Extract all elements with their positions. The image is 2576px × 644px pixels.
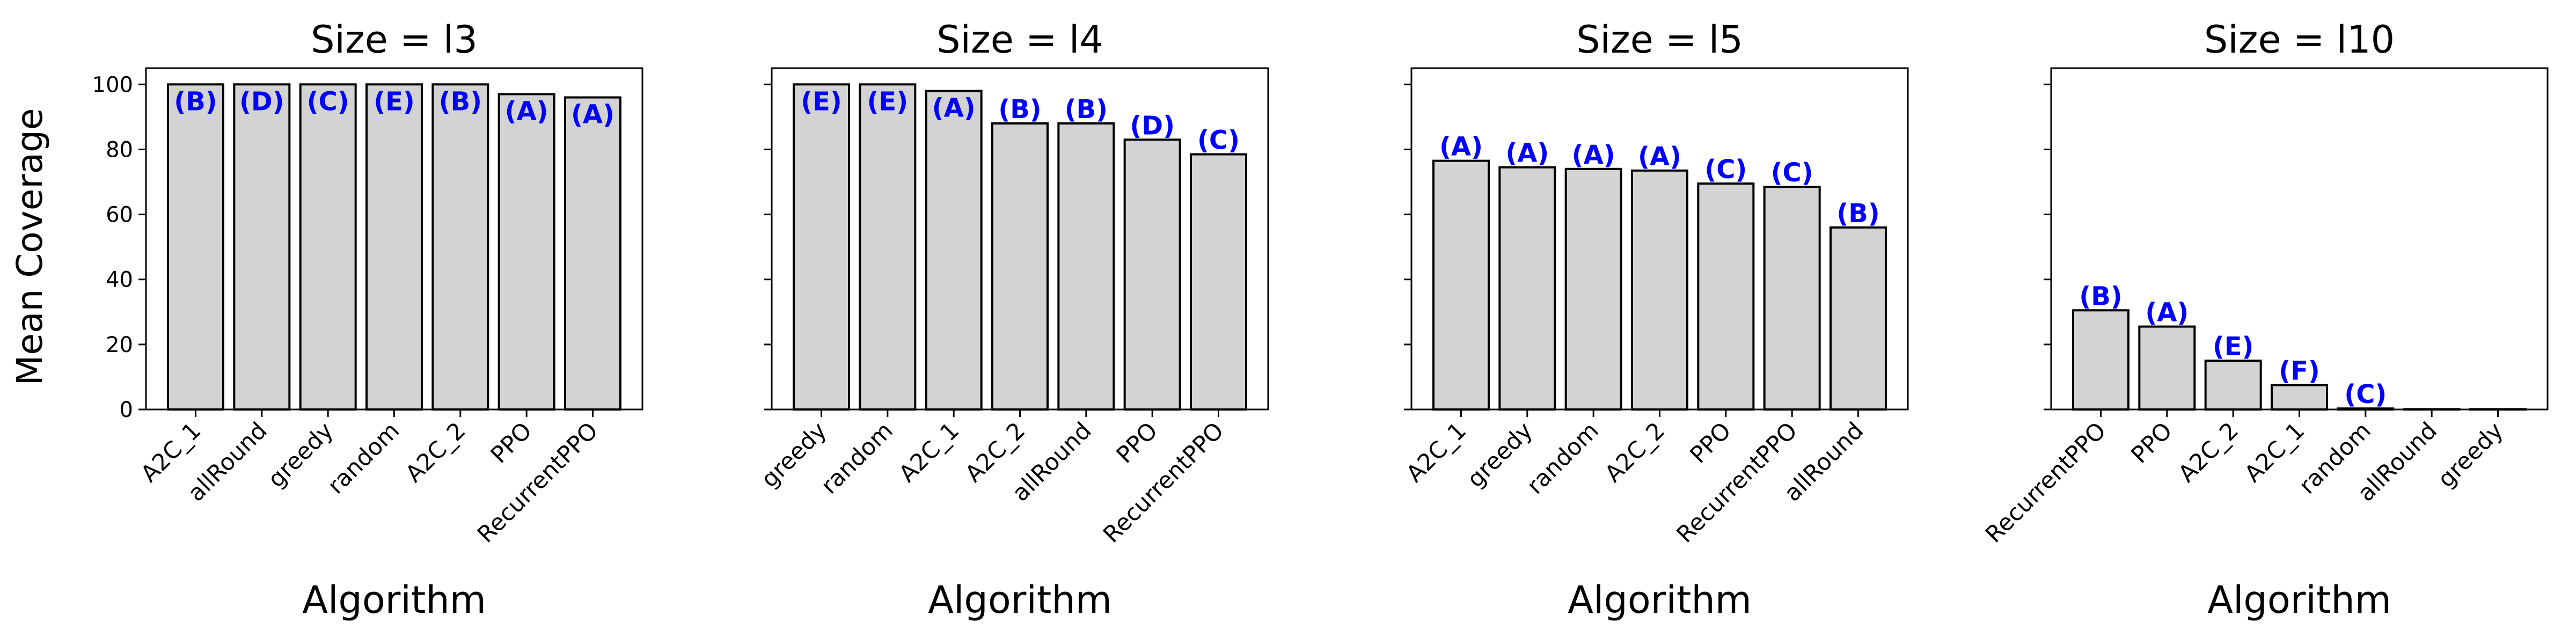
x-tick-label: RecurrentPPO (1672, 417, 1803, 548)
bar (497, 93, 555, 411)
significance-letter: (B) (439, 86, 482, 116)
bar (1190, 153, 1247, 411)
significance-letter: (F) (2279, 356, 2320, 386)
y-tick-label: 40 (106, 268, 133, 292)
x-tick-label: random (323, 417, 405, 499)
significance-letter: (C) (1771, 158, 1813, 188)
bar (365, 83, 423, 411)
x-tick-label: A2C_2 (2174, 417, 2244, 487)
bar (2271, 384, 2328, 411)
x-axis-label: Algorithm (2207, 578, 2391, 622)
significance-letter: (B) (2079, 281, 2122, 311)
y-tick-label: 0 (120, 398, 133, 422)
significance-letter: (B) (1065, 94, 1108, 125)
significance-letter: (C) (307, 86, 349, 116)
x-tick-label: RecurrentPPO (1980, 417, 2111, 548)
y-tick-label: 100 (92, 72, 133, 97)
x-tick-label: A2C_2 (1600, 417, 1670, 487)
x-tick-label: A2C_1 (1401, 417, 1472, 487)
bar (1498, 166, 1556, 411)
x-tick-label: PPO (486, 417, 537, 469)
significance-letter: (E) (2213, 332, 2254, 362)
bar (1123, 138, 1181, 411)
x-axis-label: Algorithm (302, 578, 486, 622)
bar (1763, 186, 1821, 411)
y-tick-label: 80 (106, 137, 133, 162)
x-tick-label: random (816, 417, 898, 499)
significance-letter: (A) (571, 100, 614, 130)
bar (793, 83, 850, 411)
significance-letter: (B) (174, 86, 217, 116)
x-axis-label: Algorithm (928, 578, 1112, 622)
significance-letter: (E) (801, 86, 842, 116)
bar (991, 122, 1049, 411)
x-tick-label: random (1522, 417, 1604, 499)
significance-letter: (C) (2344, 379, 2387, 409)
x-tick-label: greedy (2433, 417, 2508, 493)
bar (859, 83, 917, 411)
bar (1564, 167, 1622, 411)
significance-letter: (C) (1704, 155, 1747, 185)
significance-letter: (A) (1572, 140, 1615, 170)
significance-letter: (A) (1638, 142, 1681, 172)
x-tick-label: A2C_2 (400, 417, 471, 487)
y-tick-label: 20 (106, 333, 133, 357)
bar (2204, 360, 2262, 411)
bar (1057, 122, 1115, 411)
axes-frame (2050, 67, 2549, 411)
bar (167, 83, 224, 411)
bar (1432, 159, 1490, 411)
bar (1829, 226, 1887, 411)
x-tick-label: RecurrentPPO (472, 417, 603, 548)
panel-title: Size = l5 (1576, 18, 1743, 62)
bar (1631, 169, 1688, 411)
significance-letter: (B) (998, 94, 1041, 125)
bar (233, 83, 291, 411)
significance-letter: (B) (1836, 199, 1879, 229)
x-tick-label: PPO (1111, 417, 1163, 469)
axes-frame (1410, 67, 1909, 411)
x-tick-label: RecurrentPPO (1098, 417, 1229, 548)
significance-letter: (D) (239, 86, 284, 116)
y-tick-label: 60 (106, 203, 133, 228)
x-axis-label: Algorithm (1568, 578, 1752, 622)
panel-title: Size = l4 (936, 18, 1103, 62)
axes-frame (771, 67, 1269, 411)
bar (564, 96, 621, 411)
bar (431, 83, 489, 411)
axes-frame (145, 67, 643, 411)
bar (2138, 325, 2196, 411)
significance-letter: (A) (1505, 138, 1549, 169)
x-tick-label: PPO (1685, 417, 1737, 469)
x-tick-label: A2C_1 (894, 417, 964, 487)
bar (925, 90, 983, 411)
panel-title: Size = l3 (311, 18, 478, 62)
significance-letter: (E) (867, 86, 908, 116)
significance-letter: (A) (932, 93, 976, 123)
significance-letter: (A) (505, 96, 548, 126)
significance-letter: (E) (374, 86, 415, 116)
panel-title: Size = l10 (2204, 18, 2395, 62)
y-axis-label: Mean Coverage (9, 108, 50, 385)
x-tick-label: PPO (2126, 417, 2178, 469)
bar (299, 83, 357, 411)
significance-letter: (A) (1439, 132, 1483, 162)
significance-letter: (C) (1197, 126, 1240, 156)
bar (1697, 182, 1755, 411)
significance-letter: (D) (1130, 111, 1175, 141)
significance-letter: (A) (2145, 298, 2189, 328)
bar (2072, 309, 2129, 411)
